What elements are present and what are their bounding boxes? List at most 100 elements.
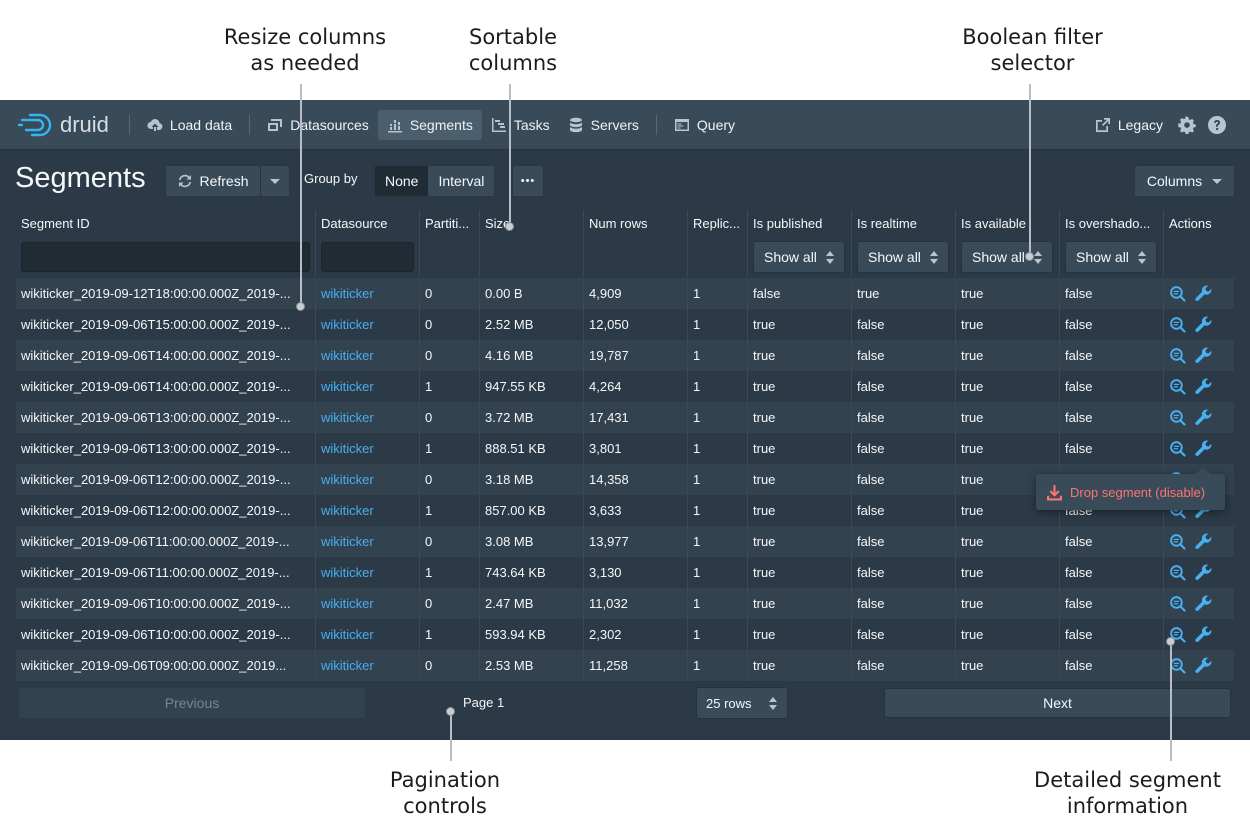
nav-query[interactable]: Query [665, 110, 744, 140]
group-interval-button[interactable]: Interval [428, 166, 495, 196]
more-button[interactable]: ••• [512, 165, 544, 197]
search-template-icon[interactable] [1169, 626, 1186, 643]
callout-resize: Resize columns as needed [223, 25, 387, 75]
druid-logo[interactable]: druid [18, 112, 109, 138]
table-cell: true [956, 588, 1060, 619]
datasource-link[interactable]: wikiticker [316, 650, 420, 681]
column-header[interactable]: Is realtime [852, 210, 956, 238]
datasource-link[interactable]: wikiticker [316, 588, 420, 619]
datasource-link[interactable]: wikiticker [316, 278, 420, 309]
columns-button[interactable]: Columns [1134, 165, 1235, 197]
help-button[interactable] [1202, 110, 1232, 140]
table-cell: 1 [420, 557, 480, 588]
download-icon [1047, 484, 1062, 500]
nav-divider [128, 114, 130, 135]
search-template-icon[interactable] [1169, 316, 1186, 333]
column-header[interactable]: Datasource [316, 210, 420, 238]
wrench-icon[interactable] [1195, 316, 1212, 333]
wrench-icon[interactable] [1195, 378, 1212, 395]
search-template-icon[interactable] [1169, 440, 1186, 457]
table-cell: 0 [420, 650, 480, 681]
datasource-link[interactable]: wikiticker [316, 526, 420, 557]
segment-actions-menu[interactable]: Drop segment (disable) [1036, 467, 1225, 510]
table-cell: 1 [688, 526, 748, 557]
search-template-icon[interactable] [1169, 533, 1186, 550]
nav-legacy[interactable]: Legacy [1086, 110, 1172, 140]
search-template-icon[interactable] [1169, 595, 1186, 612]
actions-cell [1164, 588, 1234, 619]
wrench-icon[interactable] [1195, 564, 1212, 581]
group-none-button[interactable]: None [375, 166, 429, 196]
search-template-icon[interactable] [1169, 409, 1186, 426]
column-header[interactable]: Is published [748, 210, 852, 238]
datasource-link[interactable]: wikiticker [316, 371, 420, 402]
actions-cell [1164, 278, 1234, 309]
table-cell: false [1060, 402, 1164, 433]
wrench-icon[interactable] [1195, 409, 1212, 426]
is-published-filter-select[interactable]: Show all [753, 241, 845, 273]
table-cell: 4,909 [584, 278, 688, 309]
table-row: wikiticker_2019-09-06T14:00:00.000Z_2019… [16, 340, 1234, 371]
datasource-link[interactable]: wikiticker [316, 464, 420, 495]
datasource-link[interactable]: wikiticker [316, 433, 420, 464]
group-by-label: Group by [304, 171, 358, 186]
table-cell: true [748, 588, 852, 619]
wrench-icon[interactable] [1195, 440, 1212, 457]
nav-tasks[interactable]: Tasks [482, 110, 559, 140]
wrench-icon[interactable] [1195, 285, 1212, 302]
column-header[interactable]: Is overshado... [1060, 210, 1164, 238]
datasource-link[interactable]: wikiticker [316, 619, 420, 650]
datasource-link[interactable]: wikiticker [316, 402, 420, 433]
refresh-options-button[interactable] [260, 165, 290, 197]
filter-row: Show all Show all Show all Show all [16, 238, 1234, 276]
is-overshadowed-filter-select[interactable]: Show all [1065, 241, 1157, 273]
datasource-link[interactable]: wikiticker [316, 340, 420, 371]
next-button[interactable]: Next [884, 688, 1231, 718]
segment-id-filter-input[interactable] [21, 242, 310, 272]
table-cell: false [1060, 619, 1164, 650]
column-header[interactable]: Segment ID [16, 210, 316, 238]
search-template-icon[interactable] [1169, 564, 1186, 581]
table-cell: 888.51 KB [480, 433, 584, 464]
table-cell: 0 [420, 464, 480, 495]
table-cell: 1 [688, 588, 748, 619]
search-template-icon[interactable] [1169, 347, 1186, 364]
table-cell: 1 [688, 309, 748, 340]
search-template-icon[interactable] [1169, 285, 1186, 302]
datasource-link[interactable]: wikiticker [316, 309, 420, 340]
previous-button[interactable]: Previous [19, 688, 365, 718]
druid-logo-icon [18, 113, 52, 136]
wrench-icon[interactable] [1195, 502, 1212, 519]
settings-button[interactable] [1172, 110, 1202, 140]
table-cell: 743.64 KB [480, 557, 584, 588]
wrench-icon[interactable] [1195, 657, 1212, 674]
refresh-button[interactable]: Refresh [165, 165, 261, 197]
nav-servers[interactable]: Servers [559, 110, 648, 140]
rows-per-page-select[interactable]: 25 rows [696, 687, 788, 719]
column-header[interactable]: Num rows [584, 210, 688, 238]
table-cell: true [748, 309, 852, 340]
datasource-link[interactable]: wikiticker [316, 495, 420, 526]
wrench-icon[interactable] [1195, 595, 1212, 612]
callout-pagination: Pagination controls [389, 768, 501, 818]
is-available-filter-select[interactable]: Show all [961, 241, 1053, 273]
nav-load-data[interactable]: Load data [138, 110, 241, 140]
actions-cell [1164, 619, 1234, 650]
nav-datasources[interactable]: Datasources [258, 110, 378, 140]
drop-segment-item[interactable]: Drop segment (disable) [1070, 484, 1206, 500]
datasource-link[interactable]: wikiticker [316, 557, 420, 588]
column-header[interactable]: Replic... [688, 210, 748, 238]
nav-segments[interactable]: Segments [377, 109, 482, 140]
wrench-icon[interactable] [1195, 533, 1212, 550]
search-template-icon[interactable] [1169, 378, 1186, 395]
logo-text: druid [60, 111, 109, 137]
column-header[interactable]: Partiti... [420, 210, 480, 238]
is-realtime-filter-select[interactable]: Show all [857, 241, 949, 273]
table-cell: 3,801 [584, 433, 688, 464]
datasource-filter-input[interactable] [321, 242, 414, 272]
column-header[interactable]: Is available [956, 210, 1060, 238]
column-header[interactable]: Size [480, 210, 584, 238]
wrench-icon[interactable] [1195, 347, 1212, 364]
wrench-icon[interactable] [1195, 626, 1212, 643]
group-by-selector: None Interval [374, 165, 496, 197]
